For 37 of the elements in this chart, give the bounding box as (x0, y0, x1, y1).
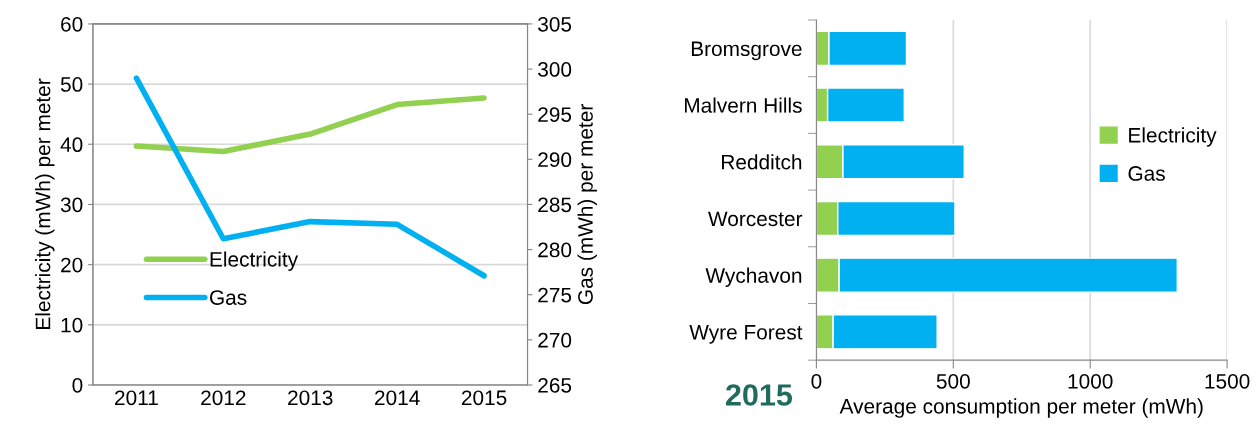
x-tick-label: 2011 (115, 390, 158, 406)
y-tick-label: Wychavon (705, 267, 802, 288)
y-tick-label: 10 (61, 317, 83, 333)
y-tick-label: Redditch (722, 154, 802, 170)
y-tick-label: 30 (60, 197, 83, 213)
y-tick-label: Malvern Hills (684, 97, 802, 113)
y2-tick-label: 300 (538, 62, 572, 77)
y2-tick-label: 280 (538, 242, 572, 258)
legend-label: Electricity (1129, 127, 1217, 147)
y-tick-label: 40 (60, 137, 83, 153)
y2-tick-label: 285 (538, 197, 572, 213)
y2-tick-label: 270 (538, 332, 572, 348)
y-tick-label: Bromsgrove (691, 41, 802, 61)
x-tick-label: 2013 (288, 390, 333, 406)
y-tick-label: 20 (61, 257, 83, 273)
y2-tick-label: 295 (538, 107, 572, 122)
y-tick-label: Worcester (708, 211, 803, 227)
y-axis-title: Electricity (mWh) per meter (35, 78, 55, 329)
x-axis-title: Average consumption per meter (mWh) (839, 398, 1203, 418)
x-tick-label: 0 (811, 373, 822, 389)
x-tick-label: 500 (936, 373, 970, 389)
y2-axis-title: Gas (mWh) per meter (577, 104, 597, 305)
legend-label: Gas (1128, 166, 1165, 181)
y-tick-label: 50 (60, 77, 83, 92)
y-tick-label: 60 (61, 16, 83, 32)
x-tick-label: 1000 (1068, 373, 1113, 389)
y2-tick-label: 290 (538, 152, 572, 168)
x-tick-label: 2012 (201, 390, 246, 406)
x-tick-label: 1500 (1205, 373, 1250, 389)
y2-tick-label: 305 (538, 16, 572, 32)
x-tick-label: 2015 (461, 390, 507, 406)
y-tick-label: Wyre Forest (689, 325, 803, 344)
x-tick-label: 2014 (375, 390, 420, 406)
legend-label: Gas (210, 290, 247, 305)
legend-label: Electricity (210, 251, 299, 271)
y2-tick-label: 275 (538, 287, 572, 303)
y2-tick-label: 265 (538, 377, 572, 393)
